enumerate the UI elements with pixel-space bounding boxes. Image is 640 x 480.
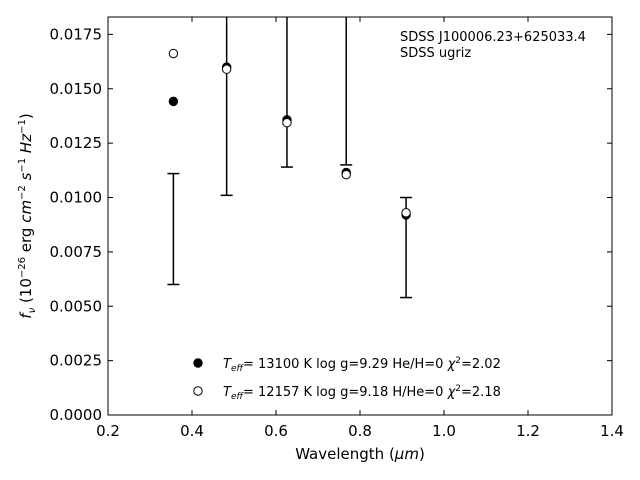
legend-marker-open — [193, 386, 203, 396]
annotation-object-name: SDSS J100006.23+625033.4 — [400, 30, 586, 45]
x-tick-label: 0.2 — [96, 422, 120, 440]
y-tick-label: 0.0150 — [50, 80, 103, 98]
y-tick-label: 0.0000 — [50, 406, 103, 424]
y-tick-label: 0.0175 — [50, 25, 103, 43]
y-tick-label: 0.0025 — [50, 352, 103, 370]
plot-frame — [107, 16, 613, 416]
model-point-open — [282, 117, 292, 128]
x-tick-label: 1.0 — [432, 422, 456, 440]
model-point-open — [401, 208, 411, 218]
data-points — [168, 48, 411, 220]
y-tick-label: 0.0075 — [50, 243, 103, 261]
y-tick-label: 0.0125 — [50, 134, 103, 152]
axis-ticks: 0.2 0.4 0.6 0.8 1.0 1.2 1.4 0.0000 0.0025 0.0050 0… — [50, 17, 624, 440]
model-point-open — [168, 48, 179, 59]
legend-entry-1: Teff= 13100 K log g=9.29 He/H=0 χ2=2.02 — [223, 356, 501, 374]
x-tick-label: 0.4 — [180, 422, 204, 440]
annotation-filter-set: SDSS ugriz — [400, 46, 471, 61]
x-tick-label: 0.6 — [264, 422, 288, 440]
model-point-filled — [168, 96, 179, 107]
y-axis-label: fν (10−26 erg cm−2 s−1 Hz−1) — [17, 113, 38, 318]
model-point-open — [341, 169, 351, 180]
x-tick-label: 1.2 — [516, 422, 540, 440]
model-point-open — [221, 64, 232, 74]
x-tick-label: 0.8 — [348, 422, 372, 440]
legend-marker-filled — [193, 358, 203, 368]
y-tick-label: 0.0100 — [50, 189, 103, 207]
y-tick-label: 0.0050 — [50, 297, 103, 315]
legend: Teff= 13100 K log g=9.29 He/H=0 χ2=2.02 … — [193, 356, 501, 402]
x-axis-label: Wavelength (μm) — [295, 445, 425, 463]
x-tick-label: 1.4 — [600, 422, 624, 440]
error-bars — [167, 17, 413, 299]
legend-entry-2: Teff= 12157 K log g=9.18 H/He=0 χ2=2.18 — [223, 384, 501, 402]
